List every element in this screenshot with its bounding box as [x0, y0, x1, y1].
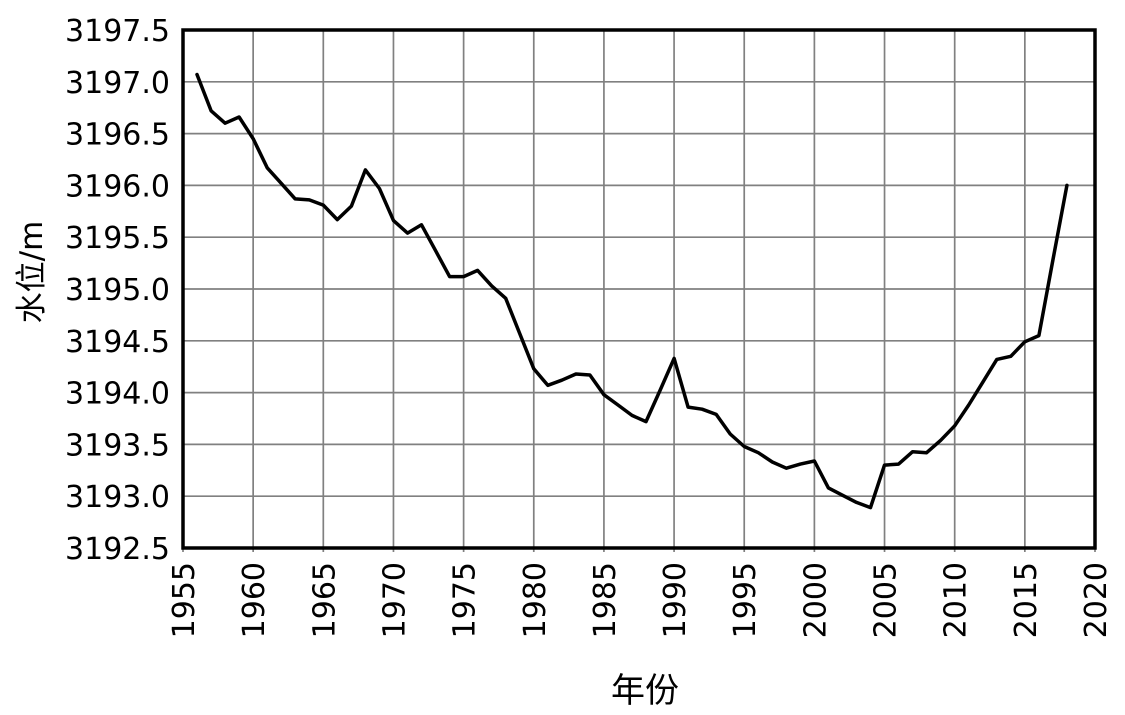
x-tick-label: 2010 — [939, 562, 974, 638]
x-tick-label: 2020 — [1079, 562, 1114, 638]
x-tick-label: 1965 — [307, 562, 342, 638]
water-level-line — [195, 72, 1069, 510]
x-tick-label: 1985 — [588, 562, 623, 638]
y-tick-label: 3194.5 — [65, 325, 170, 360]
y-tick-label: 3197.0 — [65, 66, 170, 101]
y-tick-label: 3195.0 — [65, 273, 170, 308]
x-tick-label: 2015 — [1009, 562, 1044, 638]
y-tick-label: 3193.0 — [65, 480, 170, 515]
plot-frame — [181, 28, 1097, 550]
x-tick-label: 2005 — [869, 562, 904, 638]
y-tick-label: 3197.5 — [65, 14, 170, 49]
y-tick-label: 3192.5 — [65, 532, 170, 567]
x-tick-label: 1955 — [167, 562, 202, 638]
x-axis-title: 年份 — [611, 671, 679, 711]
x-tick-label: 1975 — [448, 562, 483, 638]
y-tick-label: 3196.5 — [65, 118, 170, 153]
x-tick-label: 1995 — [728, 562, 763, 638]
x-tick-label: 1980 — [518, 562, 553, 638]
x-tick-label: 1990 — [658, 562, 693, 638]
y-tick-label: 3193.5 — [65, 428, 170, 463]
x-tick-label: 1970 — [377, 562, 412, 638]
x-tick-label: 2000 — [798, 562, 833, 638]
y-axis-title: 水位/m — [14, 220, 50, 324]
y-tick-label: 3196.0 — [65, 169, 170, 204]
y-tick-label: 3195.5 — [65, 221, 170, 256]
x-tick-label: 1960 — [237, 562, 272, 638]
y-tick-label: 3194.0 — [65, 377, 170, 412]
